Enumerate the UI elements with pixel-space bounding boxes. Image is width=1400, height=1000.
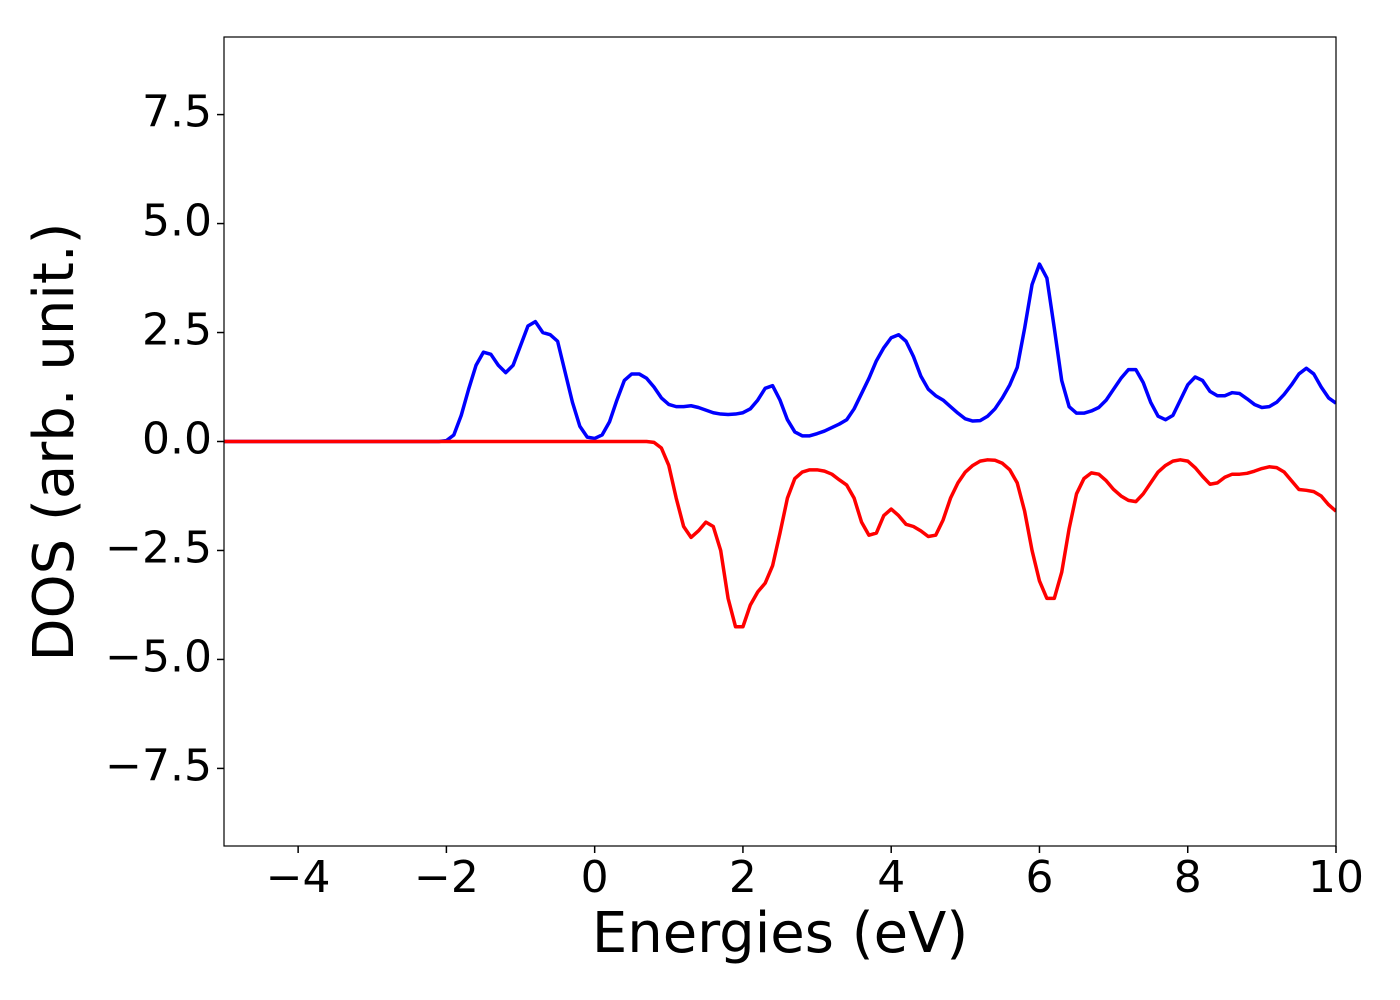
x-tick-label: 2 [729, 852, 757, 903]
y-tick-label: 2.5 [142, 305, 212, 356]
x-tick-label: −4 [266, 852, 331, 903]
x-tick-label: 0 [581, 852, 609, 903]
line-series [224, 439, 1336, 629]
plot-frame [223, 36, 1337, 847]
y-tick-label: −2.5 [105, 522, 212, 573]
y-tick-label: 7.5 [142, 87, 212, 138]
x-tick-label: 6 [1025, 852, 1053, 903]
x-tick-label: −2 [414, 852, 479, 903]
y-tick-label: −7.5 [105, 740, 212, 791]
line-series [224, 262, 1336, 444]
y-tick-label: 5.0 [142, 196, 212, 247]
x-axis-label: Energies (eV) [592, 901, 968, 966]
y-tick-label: −5.0 [105, 631, 212, 682]
y-axis-label: DOS (arb. unit.) [22, 222, 87, 661]
x-tick-label: 4 [877, 852, 905, 903]
x-tick-label: 10 [1308, 852, 1364, 903]
y-tick-label: 0.0 [142, 414, 212, 465]
x-tick-label: 8 [1174, 852, 1202, 903]
